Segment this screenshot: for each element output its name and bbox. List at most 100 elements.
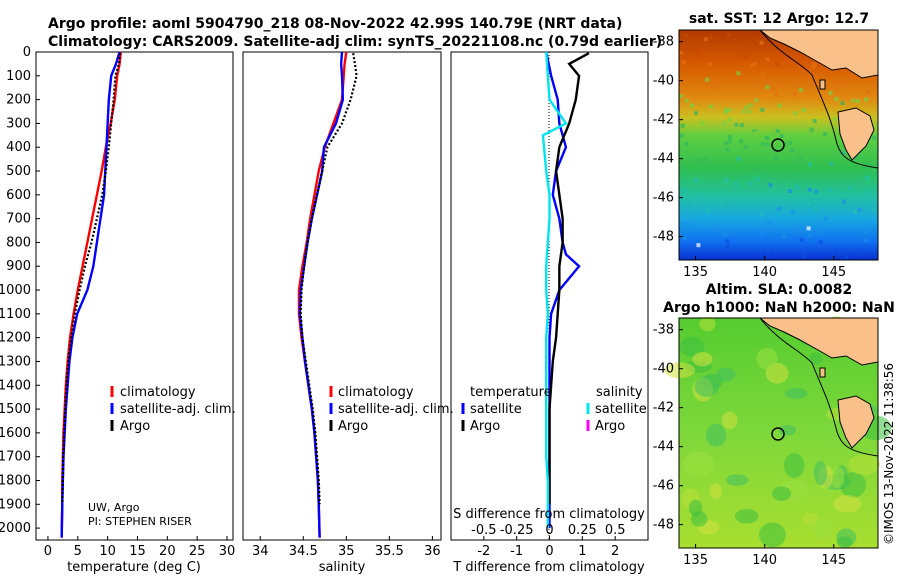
sst-pixel — [754, 37, 759, 42]
sla-land-king-island — [819, 367, 826, 378]
sst-pixel — [848, 186, 853, 191]
sst-pixel — [725, 239, 730, 244]
sst-pixel — [833, 116, 838, 121]
sst-pixel — [853, 209, 858, 214]
series-line-climatology — [297, 51, 348, 538]
title-line-2: Climatology: CARS2009. Satellite-adj cli… — [48, 34, 662, 50]
sst-pixel — [823, 216, 828, 221]
sst-pixel — [811, 62, 816, 67]
y-tick-label: 1200 — [0, 331, 31, 346]
sst-pixel — [725, 147, 730, 152]
sst-pixel — [863, 230, 868, 235]
sst-pixel — [700, 121, 705, 126]
sst-pixel — [719, 201, 724, 206]
sla-anomaly-blob — [664, 362, 696, 379]
sst-pixel — [694, 111, 699, 116]
sst-pixel — [752, 61, 757, 66]
sla-land-tasmania — [837, 395, 875, 449]
sst-pixel — [699, 194, 704, 199]
series-line-argo — [299, 53, 358, 505]
sst-pixel — [810, 64, 815, 69]
sst-pixel — [814, 206, 819, 211]
sst-pixel — [854, 155, 859, 160]
sst-pixel — [711, 84, 716, 89]
sst-pixel — [872, 207, 877, 212]
series-line-t-satellite — [545, 51, 581, 529]
sst-pixel — [802, 253, 807, 258]
sst-pixel — [748, 181, 753, 186]
sst-pixel — [798, 157, 803, 162]
sst-shelf-contour — [759, 29, 879, 169]
sst-map: 135 140 145 -38 -40 -42 -44 -46 -48 — [653, 29, 879, 280]
sst-pixel — [774, 93, 779, 98]
sst-pixel — [741, 193, 746, 198]
sst-pixel — [684, 222, 689, 227]
x-tick-label: 34.5 — [289, 544, 318, 559]
legend-label-s-satellite: satellite — [595, 402, 647, 417]
sst-pixel — [823, 83, 828, 88]
sst-pixel — [743, 145, 748, 150]
sst-pixel — [696, 52, 701, 57]
sla-anomaly-blob — [705, 423, 727, 447]
sla-map: 135 140 145 -38 -40 -42 -44 -46 -48 — [653, 316, 892, 568]
y-tick-label: 1000 — [0, 283, 31, 298]
sst-pixel — [779, 133, 784, 138]
sst-pixel — [810, 83, 815, 88]
sst-pixel — [790, 147, 795, 152]
title-line-1: Argo profile: aoml 5904790_218 08-Nov-20… — [48, 16, 622, 32]
map-y-tick-label: -42 — [653, 113, 674, 128]
sst-pixel — [760, 142, 765, 147]
sst-pixel — [703, 158, 708, 163]
temperature-xlabel: temperature (deg C) — [67, 560, 201, 575]
sst-pixel — [866, 190, 871, 195]
map-x-tick-label: 145 — [821, 553, 846, 568]
map-y-tick-label: -38 — [653, 323, 674, 338]
sst-pixel — [727, 139, 732, 144]
sst-pixel — [759, 40, 764, 45]
sst-pixel — [859, 200, 864, 205]
credit-line-1: UW, Argo — [88, 501, 140, 514]
sst-pixel — [771, 87, 776, 92]
sst-pixel — [707, 62, 712, 67]
sst-pixel — [777, 103, 782, 108]
sst-pixel — [754, 98, 759, 103]
sst-pixel — [682, 236, 687, 241]
y-tick-label: 800 — [6, 235, 31, 250]
sla-anomaly-blob — [839, 471, 867, 498]
sst-pixel — [747, 41, 752, 46]
sst-pixel — [760, 230, 765, 235]
sst-pixel — [733, 181, 738, 186]
sst-pixel — [864, 97, 869, 102]
sla-anomaly-blob — [783, 453, 805, 478]
series-line-argo — [61, 53, 122, 505]
sla-anomaly-blob — [809, 352, 823, 365]
sst-pixel — [865, 90, 870, 95]
sst-pixel — [692, 201, 697, 206]
sla-map-title: Altim. SLA: 0.0082 — [706, 282, 853, 298]
sst-pixel — [840, 151, 845, 156]
sst-pixel — [681, 60, 686, 65]
sst-pixel — [727, 107, 732, 112]
x-tick-label: 15 — [129, 544, 146, 559]
sst-pixel — [834, 96, 839, 101]
sst-map-title: sat. SST: 12 Argo: 12.7 — [689, 11, 869, 27]
sst-pixel — [840, 101, 845, 106]
sst-pixel — [800, 251, 805, 256]
sst-pixel — [781, 234, 786, 239]
sla-anomaly-blob — [833, 495, 862, 513]
sla-anomaly-blob — [813, 460, 827, 486]
sla-anomaly-blob — [725, 474, 749, 486]
sst-pixel — [680, 123, 685, 128]
sst-pixel — [722, 121, 727, 126]
sst-pixel — [684, 98, 689, 103]
legend-label-satellite: satellite-adj. clim. — [120, 402, 236, 417]
sst-pixel — [812, 118, 817, 123]
credit-line-2: PI: STEPHEN RISER — [88, 515, 192, 528]
y-tick-label: 600 — [6, 188, 31, 203]
sst-pixel — [859, 248, 864, 253]
map-y-tick-label: -38 — [653, 35, 674, 50]
sst-pixel — [795, 185, 800, 190]
sla-anomaly-blob — [709, 483, 722, 500]
sla-anomaly-blob — [692, 352, 713, 367]
imos-watermark: ©IMOS 13-Nov-2022 11:38:56 — [882, 363, 896, 545]
